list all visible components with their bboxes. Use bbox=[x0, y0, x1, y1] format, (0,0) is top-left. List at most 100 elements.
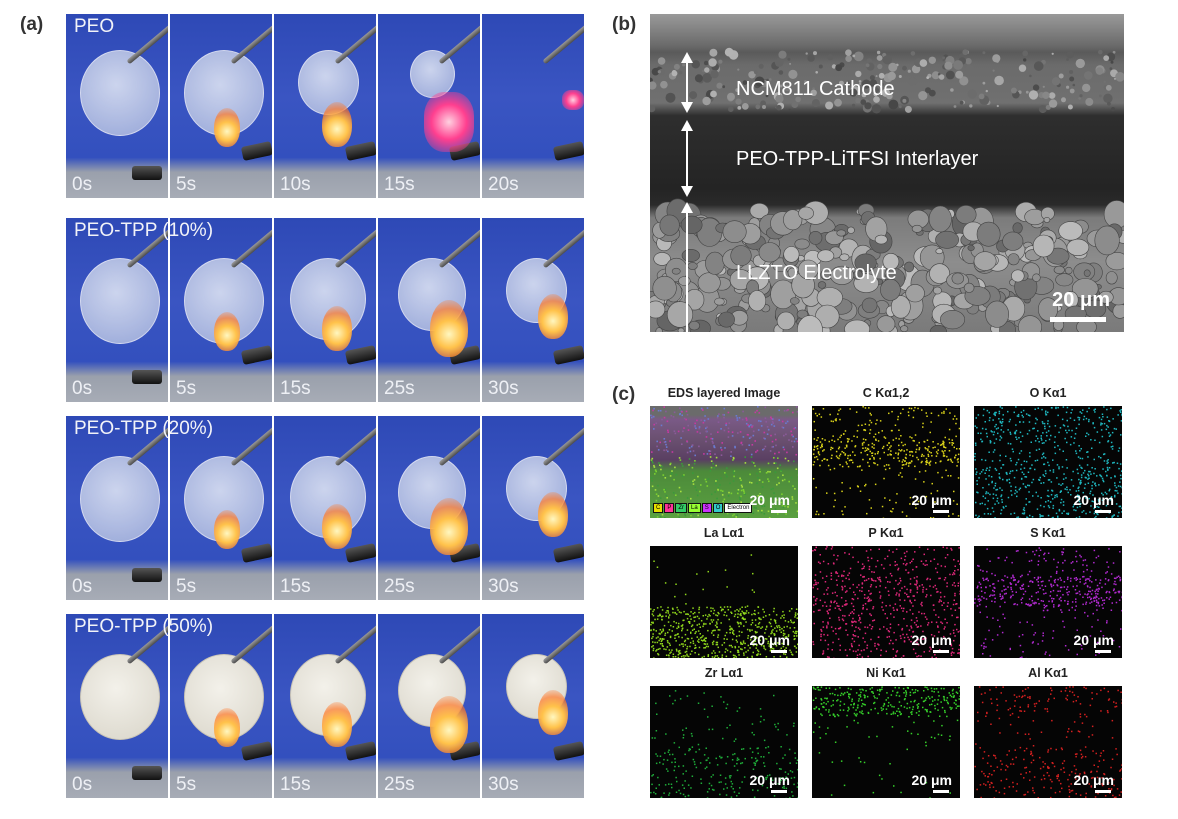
element-signal-pixel bbox=[909, 436, 911, 438]
layered-pixel bbox=[653, 423, 655, 426]
element-signal-pixel bbox=[884, 437, 887, 439]
element-signal-pixel bbox=[829, 693, 831, 695]
element-signal-pixel bbox=[696, 624, 698, 626]
element-signal-pixel bbox=[924, 564, 926, 566]
element-signal-pixel bbox=[655, 753, 657, 755]
element-signal-pixel bbox=[831, 592, 834, 594]
element-signal-pixel bbox=[942, 440, 944, 443]
element-signal-pixel bbox=[1028, 560, 1031, 562]
element-signal-pixel bbox=[1021, 597, 1024, 599]
element-signal-pixel bbox=[862, 438, 865, 440]
element-signal-pixel bbox=[1009, 418, 1011, 421]
element-signal-pixel bbox=[936, 571, 939, 574]
layered-pixel bbox=[686, 497, 689, 499]
element-signal-pixel bbox=[672, 656, 675, 658]
element-signal-pixel bbox=[758, 617, 761, 619]
element-signal-pixel bbox=[1068, 728, 1070, 730]
element-signal-pixel bbox=[812, 550, 814, 552]
layered-pixel bbox=[736, 419, 739, 421]
element-signal-pixel bbox=[939, 444, 942, 446]
element-signal-pixel bbox=[780, 779, 782, 782]
element-signal-pixel bbox=[862, 447, 864, 449]
time-label: 15s bbox=[280, 774, 311, 795]
cathode-particle bbox=[758, 63, 764, 69]
element-signal-pixel bbox=[910, 635, 913, 638]
element-signal-pixel bbox=[1083, 415, 1086, 418]
element-signal-pixel bbox=[916, 591, 918, 594]
element-signal-pixel bbox=[1036, 508, 1039, 510]
element-signal-pixel bbox=[977, 516, 979, 518]
element-signal-pixel bbox=[1031, 516, 1034, 518]
cathode-particle bbox=[950, 88, 954, 92]
element-signal-pixel bbox=[1072, 470, 1074, 473]
element-signal-pixel bbox=[927, 622, 930, 624]
element-signal-pixel bbox=[1088, 407, 1090, 409]
element-signal-pixel bbox=[974, 442, 977, 444]
element-signal-pixel bbox=[1077, 456, 1080, 458]
element-signal-pixel bbox=[678, 611, 681, 613]
element-signal-pixel bbox=[979, 569, 982, 571]
element-signal-pixel bbox=[654, 618, 656, 621]
element-signal-pixel bbox=[756, 759, 758, 762]
element-signal-pixel bbox=[763, 611, 765, 613]
element-signal-pixel bbox=[1026, 517, 1029, 518]
element-signal-pixel bbox=[1039, 513, 1041, 516]
element-signal-pixel bbox=[889, 510, 892, 512]
layered-pixel bbox=[773, 496, 776, 498]
element-signal-pixel bbox=[794, 616, 796, 618]
element-signal-pixel bbox=[736, 635, 738, 638]
element-signal-pixel bbox=[1070, 577, 1072, 580]
cathode-particle bbox=[755, 104, 761, 110]
element-signal-pixel bbox=[937, 449, 939, 451]
element-signal-pixel bbox=[999, 439, 1001, 441]
element-signal-pixel bbox=[658, 632, 660, 635]
layered-pixel bbox=[704, 478, 707, 481]
element-signal-pixel bbox=[772, 648, 775, 650]
element-signal-pixel bbox=[835, 455, 838, 457]
element-signal-pixel bbox=[686, 645, 689, 648]
layered-pixel bbox=[698, 426, 701, 428]
cathode-particle bbox=[965, 65, 974, 74]
element-signal-pixel bbox=[874, 642, 876, 645]
element-signal-pixel bbox=[796, 759, 798, 761]
cathode-particle bbox=[762, 105, 766, 109]
element-signal-pixel bbox=[691, 775, 694, 777]
element-signal-pixel bbox=[884, 613, 886, 615]
element-signal-pixel bbox=[1107, 469, 1109, 471]
element-signal-pixel bbox=[921, 601, 923, 604]
element-signal-pixel bbox=[991, 572, 993, 575]
element-signal-pixel bbox=[876, 648, 878, 650]
element-signal-pixel bbox=[913, 577, 916, 579]
element-signal-pixel bbox=[901, 627, 904, 630]
element-signal-pixel bbox=[813, 448, 815, 451]
element-signal-pixel bbox=[737, 649, 740, 652]
cathode-particle bbox=[776, 104, 782, 111]
element-signal-pixel bbox=[932, 700, 934, 702]
element-signal-pixel bbox=[735, 639, 738, 641]
element-signal-pixel bbox=[744, 612, 746, 614]
eds-scale-label: 20 μm bbox=[911, 632, 952, 648]
element-signal-pixel bbox=[676, 606, 678, 609]
element-signal-pixel bbox=[1027, 471, 1030, 473]
element-signal-pixel bbox=[979, 784, 982, 786]
eds-element-map: 20 μm bbox=[812, 686, 960, 798]
cathode-particle bbox=[1110, 60, 1114, 64]
element-signal-pixel bbox=[845, 629, 847, 631]
layered-pixel bbox=[681, 414, 683, 417]
element-signal-pixel bbox=[714, 629, 716, 632]
layered-pixel bbox=[722, 413, 724, 416]
element-signal-pixel bbox=[837, 575, 840, 577]
element-signal-pixel bbox=[795, 608, 798, 610]
layered-pixel bbox=[739, 481, 742, 484]
element-signal-pixel bbox=[1120, 477, 1122, 480]
element-signal-pixel bbox=[857, 561, 859, 563]
element-signal-pixel bbox=[848, 578, 850, 581]
element-signal-pixel bbox=[1118, 794, 1121, 796]
element-signal-pixel bbox=[834, 741, 837, 743]
element-signal-pixel bbox=[864, 423, 867, 425]
element-signal-pixel bbox=[1080, 556, 1082, 558]
layered-pixel bbox=[781, 420, 784, 423]
element-signal-pixel bbox=[953, 559, 955, 561]
element-signal-pixel bbox=[667, 751, 670, 753]
element-signal-pixel bbox=[1075, 577, 1077, 579]
